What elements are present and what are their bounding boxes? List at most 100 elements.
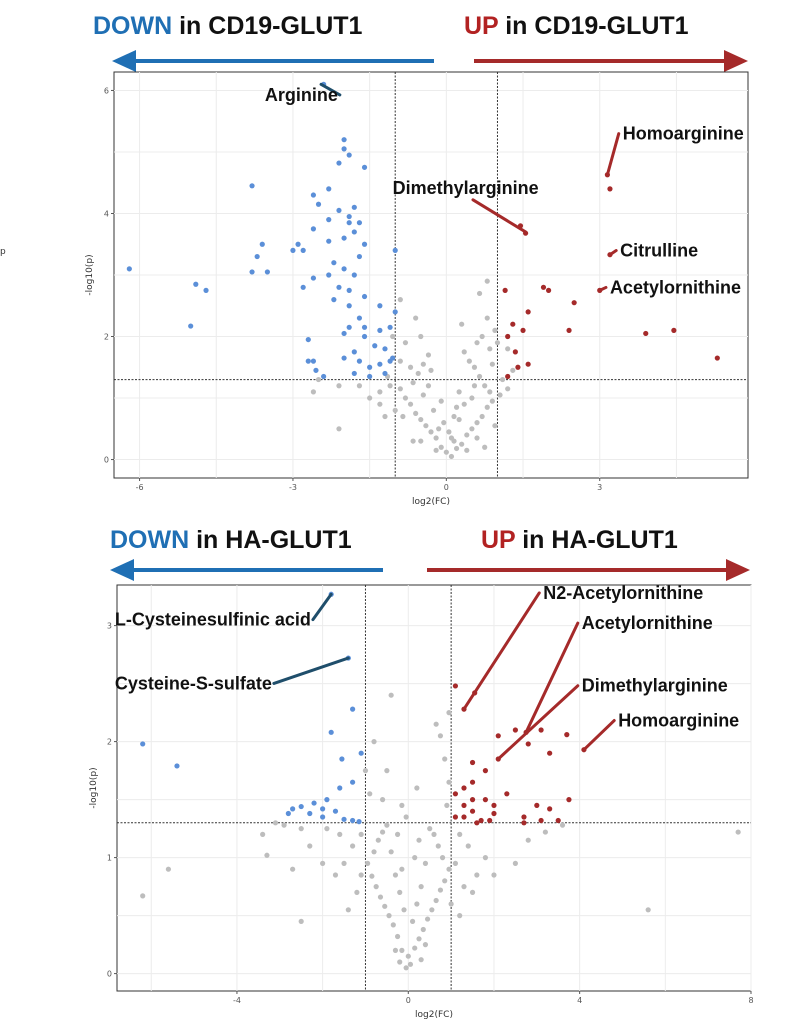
point-not-significant — [418, 333, 424, 340]
point-up — [564, 732, 570, 738]
point-down — [249, 269, 255, 275]
point-not-significant — [429, 907, 435, 913]
point-not-significant — [356, 383, 363, 389]
point-down — [337, 785, 343, 791]
point-not-significant — [402, 395, 409, 401]
point-up — [452, 791, 459, 797]
point-not-significant — [416, 936, 422, 942]
point-not-significant — [377, 894, 384, 900]
point-up — [474, 820, 480, 826]
point-not-significant — [399, 802, 405, 809]
point-down — [290, 806, 296, 812]
point-up — [478, 817, 484, 824]
point-up — [515, 364, 521, 370]
point-not-significant — [461, 884, 467, 890]
point-not-significant — [384, 822, 390, 828]
point-down — [361, 333, 368, 340]
metabolite-label: L-Cysteinesulfinic acid — [115, 610, 311, 630]
point-not-significant — [437, 733, 444, 739]
metabolite-label: Acetylornithine — [582, 613, 713, 633]
point-not-significant — [415, 370, 421, 377]
point-up — [482, 768, 489, 774]
point-not-significant — [281, 822, 287, 828]
point-not-significant — [459, 441, 465, 447]
point-down — [326, 217, 332, 223]
point-down — [358, 750, 364, 756]
point-not-significant — [416, 837, 422, 843]
point-not-significant — [384, 768, 390, 774]
point-down — [361, 164, 368, 170]
panel1-x-axis-title: log2(FC) — [412, 497, 450, 507]
point-down — [390, 355, 396, 361]
point-not-significant — [345, 907, 351, 913]
point-down — [350, 817, 356, 824]
label-leader-line — [582, 719, 616, 752]
point-not-significant — [387, 383, 393, 389]
y-tick-label: 3 — [107, 622, 112, 631]
point-not-significant — [461, 349, 467, 355]
point-not-significant — [453, 404, 460, 410]
point-not-significant — [456, 416, 462, 423]
point-down — [356, 220, 363, 226]
point-not-significant — [446, 429, 452, 435]
point-up — [566, 797, 572, 803]
point-down — [382, 346, 388, 352]
point-down — [339, 756, 345, 762]
point-up — [555, 817, 561, 824]
point-down — [249, 183, 255, 189]
point-up — [520, 327, 526, 333]
point-down — [290, 247, 296, 253]
metabolite-label: Homoarginine — [618, 711, 739, 731]
point-down — [336, 207, 342, 214]
point-not-significant — [420, 361, 426, 367]
point-not-significant — [414, 785, 420, 791]
point-up — [547, 750, 553, 756]
point-down — [367, 373, 373, 380]
point-not-significant — [388, 692, 394, 698]
point-down — [351, 370, 357, 377]
point-not-significant — [431, 831, 437, 838]
point-not-significant — [492, 423, 498, 429]
point-not-significant — [418, 438, 424, 444]
point-down — [300, 247, 306, 253]
point-down — [285, 810, 291, 817]
point-up — [525, 309, 531, 315]
point-down — [361, 324, 368, 330]
x-tick-label: 0 — [406, 996, 411, 1005]
point-down — [392, 309, 398, 315]
point-not-significant — [382, 903, 388, 909]
metabolite-label: Homoarginine — [623, 124, 744, 144]
point-not-significant — [337, 831, 343, 838]
point-down — [324, 797, 330, 803]
point-not-significant — [392, 947, 399, 954]
label-leader-line — [605, 132, 621, 177]
point-up — [491, 810, 497, 817]
point-not-significant — [474, 420, 480, 426]
point-down — [341, 355, 347, 361]
panel2-leaders — [272, 591, 616, 761]
point-not-significant — [482, 383, 488, 389]
point-up — [510, 321, 516, 327]
point-not-significant — [525, 837, 531, 843]
point-not-significant — [427, 826, 433, 832]
point-not-significant — [336, 383, 342, 389]
point-not-significant — [397, 297, 403, 303]
point-not-significant — [400, 413, 406, 420]
point-down — [341, 137, 347, 143]
point-not-significant — [375, 837, 381, 843]
point-up — [534, 802, 540, 809]
point-up — [491, 802, 497, 809]
point-not-significant — [446, 866, 452, 872]
y-tick-label: 0 — [104, 456, 109, 465]
label-leader-line — [524, 621, 580, 734]
point-up — [452, 814, 459, 820]
point-down — [341, 330, 347, 337]
point-up — [545, 287, 552, 293]
point-down — [174, 763, 180, 769]
point-not-significant — [418, 416, 424, 423]
point-not-significant — [264, 852, 270, 858]
panel2-ticks: -4 0 4 8 0 1 2 3 — [107, 622, 754, 1005]
point-not-significant — [735, 829, 741, 835]
panel1-grid — [114, 72, 748, 478]
point-not-significant — [298, 826, 304, 832]
